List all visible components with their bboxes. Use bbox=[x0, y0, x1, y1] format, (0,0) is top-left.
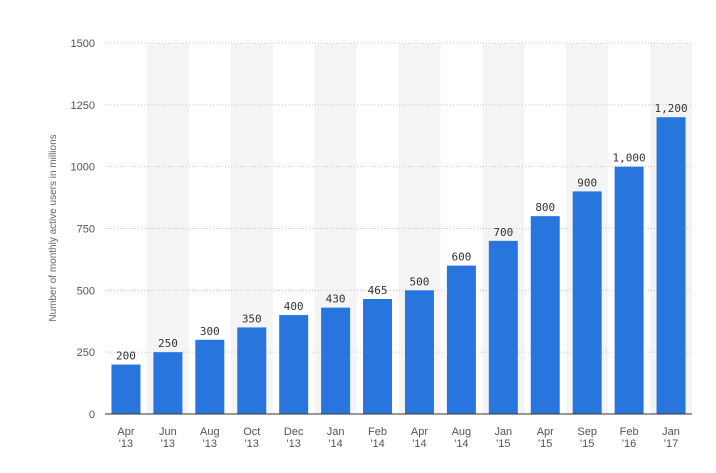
x-axis-ticks: Apr '13 Jun '13 Aug '13 Oct '13 Dec '13 Jan '14 Feb '… bbox=[117, 426, 680, 450]
x-tick-label: Aug '14 bbox=[452, 426, 472, 450]
x-tick-label: Feb '16 bbox=[620, 426, 639, 450]
y-tick-label: 750 bbox=[77, 224, 95, 236]
y-tick-label: 500 bbox=[77, 285, 95, 297]
bar[interactable] bbox=[656, 117, 686, 414]
data-label: 250 bbox=[158, 337, 178, 350]
data-label: 300 bbox=[200, 325, 220, 338]
x-tick-label: Jan '17 bbox=[662, 426, 680, 450]
bar[interactable] bbox=[488, 240, 518, 414]
bar[interactable] bbox=[279, 315, 309, 414]
x-tick-label: Sep '15 bbox=[577, 426, 597, 450]
x-tick-label: Feb '14 bbox=[368, 426, 387, 450]
bar[interactable] bbox=[153, 352, 183, 414]
data-label: 500 bbox=[410, 275, 430, 288]
data-label: 800 bbox=[535, 201, 555, 214]
y-tick-label: 1250 bbox=[71, 100, 95, 112]
x-tick-label: Apr '15 bbox=[537, 426, 554, 450]
bar[interactable] bbox=[237, 327, 267, 414]
bars bbox=[111, 117, 686, 414]
y-tick-label: 250 bbox=[77, 347, 95, 359]
data-label: 1,000 bbox=[613, 152, 646, 165]
x-tick-label: Jun '13 bbox=[159, 426, 177, 450]
bar[interactable] bbox=[614, 166, 644, 414]
bar[interactable] bbox=[404, 290, 434, 414]
data-label: 400 bbox=[284, 300, 304, 313]
data-label: 900 bbox=[577, 176, 597, 189]
bar[interactable] bbox=[363, 298, 393, 414]
data-labels: 200 250 300 350 400 430 465 500 600 700 800 900 1,00… bbox=[116, 102, 688, 362]
data-label: 700 bbox=[493, 226, 513, 239]
data-label: 465 bbox=[368, 284, 388, 297]
x-tick-label: Aug '13 bbox=[200, 426, 220, 450]
x-tick-label: Apr '14 bbox=[411, 426, 428, 450]
x-tick-label: Dec '13 bbox=[284, 426, 304, 450]
data-label: 350 bbox=[242, 312, 262, 325]
x-tick-label: Jan '14 bbox=[327, 426, 345, 450]
bar[interactable] bbox=[111, 364, 141, 414]
bar[interactable] bbox=[195, 339, 225, 414]
data-label: 1,200 bbox=[654, 102, 687, 115]
data-label: 200 bbox=[116, 350, 136, 363]
y-tick-label: 0 bbox=[89, 409, 95, 421]
bar[interactable] bbox=[446, 265, 476, 414]
x-tick-label: Oct '13 bbox=[243, 426, 260, 450]
y-axis-title: Number of monthly active users in millio… bbox=[48, 134, 59, 321]
y-tick-label: 1000 bbox=[71, 162, 95, 174]
y-axis-ticks: 0 250 500 750 1000 1250 1500 bbox=[71, 38, 95, 421]
bar[interactable] bbox=[530, 216, 560, 414]
x-tick-label: Jan '15 bbox=[494, 426, 512, 450]
data-label: 600 bbox=[451, 251, 471, 264]
bar[interactable] bbox=[572, 191, 602, 414]
y-tick-label: 1500 bbox=[71, 38, 95, 50]
data-label: 430 bbox=[326, 293, 346, 306]
bar[interactable] bbox=[321, 307, 351, 414]
x-tick-label: Apr '13 bbox=[117, 426, 134, 450]
